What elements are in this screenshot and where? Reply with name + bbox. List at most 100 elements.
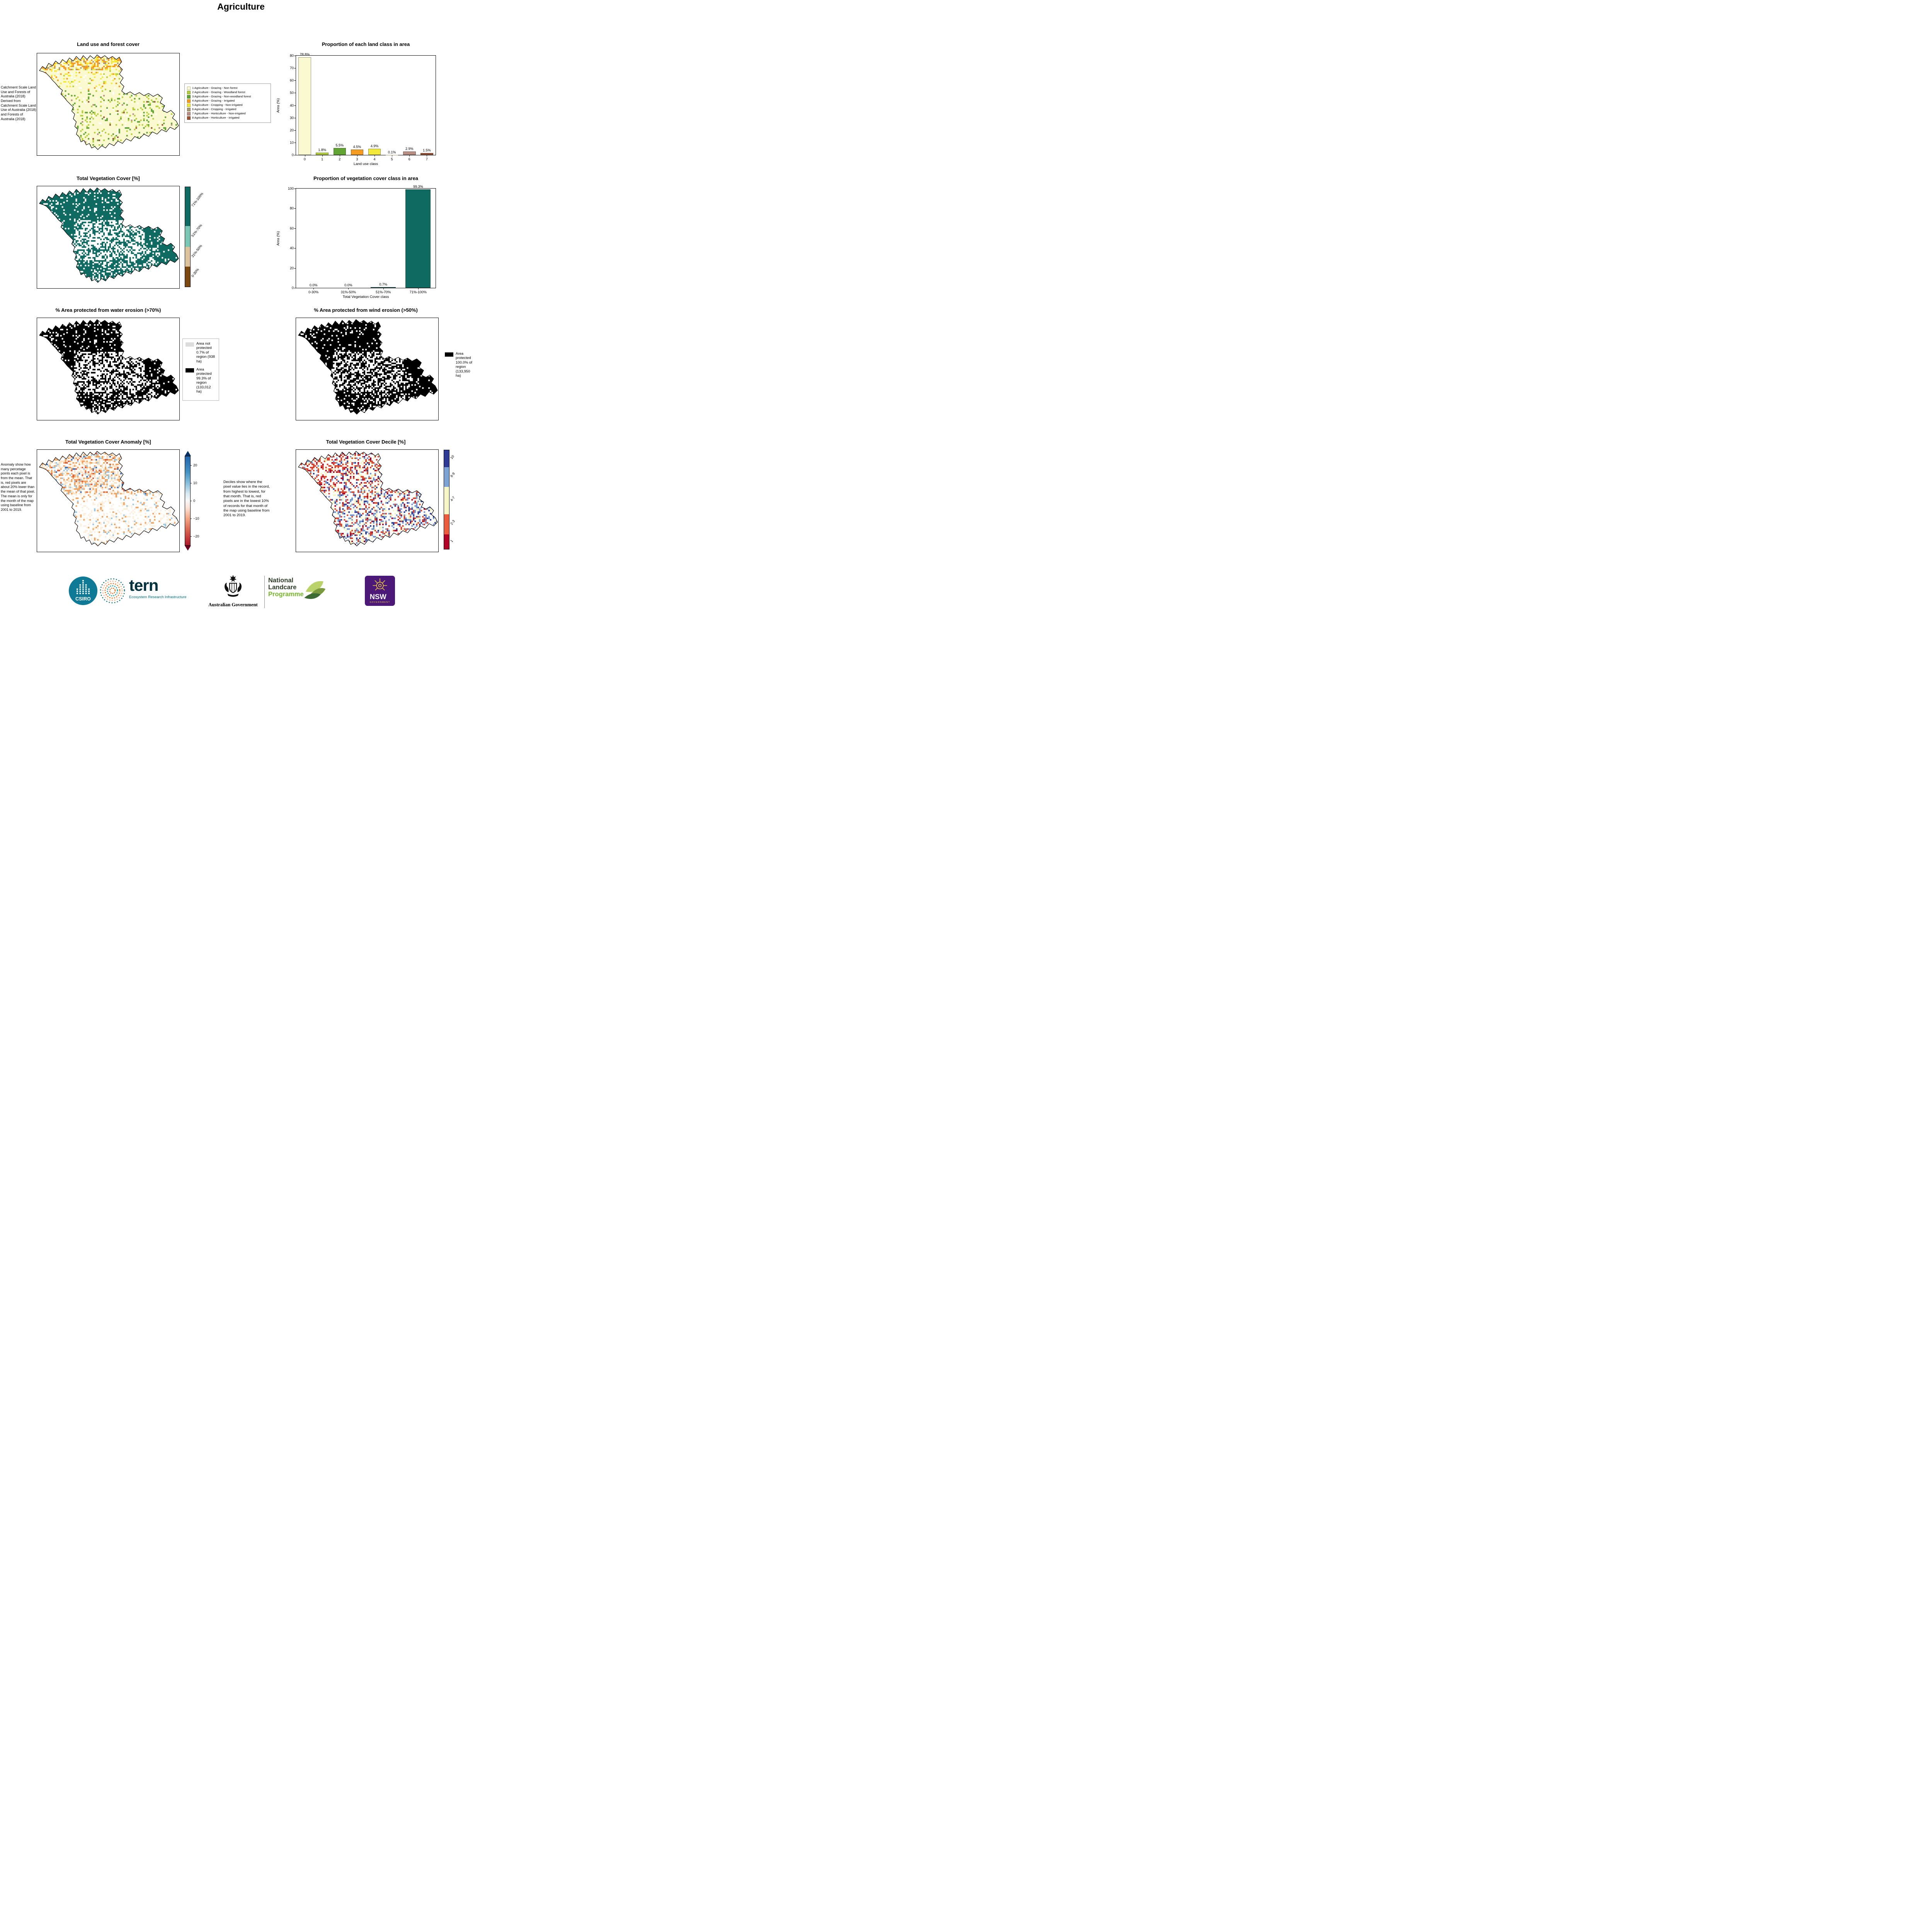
- veg-cover-colorbar: 71%-100% 51%-70% 31%-50% 0-30%: [185, 187, 204, 287]
- x-tick-mark: [322, 155, 323, 156]
- x-tick-label: 6: [408, 157, 410, 161]
- legend-row: 3 Agriculture - Grazing - Non-woodland f…: [187, 95, 268, 99]
- anomaly-colorbar: 20 10 0 −10 −20: [185, 451, 199, 551]
- x-tick-mark: [418, 288, 419, 289]
- y-tick-label: 50: [289, 91, 294, 95]
- colorbar-tick-label: 20: [193, 463, 197, 467]
- colorbar-tick-mark: [190, 536, 192, 537]
- bar-value-label: 1.8%: [318, 148, 326, 152]
- colorbar-segment: [185, 187, 190, 226]
- landcare-leaves-icon: [302, 577, 326, 603]
- landcare-line3: Programme: [268, 590, 304, 598]
- legend-label: 7 Agriculture - Horticulture - Non-irrig…: [192, 112, 246, 116]
- colorbar-lower-arrow: [185, 546, 191, 551]
- bar: [351, 149, 364, 155]
- colorbar-label: 8-9: [449, 471, 456, 478]
- tern-wordmark: tern: [129, 576, 158, 594]
- x-tick-label: 0-30%: [308, 290, 319, 294]
- bar-value-label: 5.5%: [335, 143, 344, 148]
- land-class-chart-title: Proportion of each land class in area: [322, 41, 410, 47]
- landcare-logo-text: National Landcare Programme: [268, 577, 304, 598]
- bar-value-label: 4.5%: [353, 145, 361, 149]
- legend-swatch: [187, 116, 191, 120]
- decile-map: [296, 449, 439, 552]
- colorbar-segment: [444, 534, 449, 549]
- map-pixels: [39, 187, 179, 283]
- land-class-chart-y-axis-label: Area (%): [276, 98, 281, 113]
- page-title: Agriculture: [217, 2, 265, 12]
- bar-value-label: 0.7%: [379, 282, 387, 287]
- colorbar-label: 71%-100%: [191, 192, 204, 208]
- map-pixels: [39, 319, 179, 415]
- legend-swatch: [187, 104, 191, 107]
- colorbar-segment: [444, 467, 449, 487]
- landcare-line2: Landcare: [268, 583, 297, 591]
- bar-value-label: 78.8%: [300, 52, 310, 56]
- x-tick-mark: [409, 155, 410, 156]
- wind-erosion-map: [296, 318, 439, 420]
- y-tick-label: 40: [289, 103, 294, 107]
- legend-label: Area not protected 0.7% of region (938 h…: [196, 342, 215, 364]
- colorbar-tick-label: −10: [193, 517, 199, 520]
- anomaly-colorbar-gradient: 20 10 0 −10 −20: [185, 456, 199, 546]
- x-tick-label: 1: [321, 157, 323, 161]
- legend-row: Area protected 100.0% of region (133,950…: [445, 352, 476, 378]
- legend-label: 1 Agriculture - Grazing - Non forest: [192, 86, 238, 90]
- y-tick-label: 70: [289, 66, 294, 70]
- veg-cover-map-title: Total Vegetation Cover [%]: [77, 175, 140, 181]
- australian-government-label: Australian Government: [208, 602, 258, 607]
- colorbar-label: 1: [449, 539, 454, 543]
- land-use-side-note: Catchment Scale Land Use and Forests of …: [1, 85, 36, 121]
- y-tick-mark: [294, 80, 296, 81]
- bar-value-label: 2.9%: [405, 146, 414, 151]
- colorbar-segment: [444, 450, 449, 467]
- bar: [403, 151, 416, 155]
- x-tick-label: 51%-70%: [376, 290, 391, 294]
- csiro-logo: CSIRO: [69, 577, 97, 605]
- logo-divider: [264, 576, 265, 608]
- csiro-logo-icon: CSIRO: [69, 577, 97, 605]
- water-erosion-map-title: % Area protected from water erosion (>70…: [55, 307, 161, 313]
- legend-label: 5 Agriculture - Cropping - Non-irrigated: [192, 103, 243, 107]
- colorbar-tick-label: 10: [193, 481, 197, 485]
- nsw-label: NSW: [370, 592, 387, 600]
- legend-label: Area protected 100.0% of region (133,950…: [456, 352, 472, 378]
- legend-swatch: [186, 368, 194, 372]
- land-use-legend: 1 Agriculture - Grazing - Non forest 2 Ag…: [184, 83, 271, 123]
- nsw-government-logo: NSW GOVERNMENT: [365, 576, 395, 606]
- veg-class-chart-x-axis-label: Total Vegetation Cover class: [342, 295, 389, 299]
- map-pixels: [298, 451, 438, 546]
- legend-row: 2 Agriculture - Grazing - Woodland fores…: [187, 90, 268, 94]
- y-tick-mark: [294, 268, 296, 269]
- x-tick-label: 3: [356, 157, 358, 161]
- land-use-map: [37, 53, 180, 156]
- waratah-icon: [373, 578, 387, 591]
- legend-row: 8 Agriculture - Horticulture - Irrigated: [187, 116, 268, 120]
- y-tick-mark: [294, 130, 296, 131]
- y-tick-label: 20: [289, 266, 294, 270]
- colorbar-segment: [444, 486, 449, 515]
- landcare-line1: National: [268, 577, 294, 584]
- wind-erosion-legend: Area protected 100.0% of region (133,950…: [442, 349, 479, 385]
- land-class-chart-x-axis-label: Land use class: [353, 162, 378, 166]
- y-tick-mark: [294, 208, 296, 209]
- tern-tagline: Ecosystem Research Infrastructure: [129, 595, 187, 599]
- y-tick-label: 40: [289, 246, 294, 250]
- csiro-label: CSIRO: [75, 596, 91, 602]
- decile-note: Deciles show where the pixel value lies …: [223, 480, 270, 518]
- y-tick-label: 10: [289, 140, 294, 145]
- x-tick-label: 0: [304, 157, 306, 161]
- colorbar-label: 2-3: [449, 519, 456, 526]
- x-tick-label: 7: [426, 157, 428, 161]
- australian-coat-of-arms-icon: [223, 574, 243, 601]
- nsw-sub-label: GOVERNMENT: [370, 601, 390, 604]
- y-tick-label: 80: [289, 206, 294, 211]
- x-tick-label: 31%-50%: [340, 290, 356, 294]
- footer-logos: CSIRO tern Ecosystem Research Infrastruc…: [0, 574, 482, 610]
- colorbar-label: 4-7: [449, 495, 456, 502]
- map-pixels: [39, 54, 179, 150]
- legend-row: 7 Agriculture - Horticulture - Non-irrig…: [187, 112, 268, 116]
- indigenous-dot-art: [99, 577, 126, 604]
- bar: [333, 148, 346, 155]
- bar-value-label: 0.0%: [344, 283, 352, 287]
